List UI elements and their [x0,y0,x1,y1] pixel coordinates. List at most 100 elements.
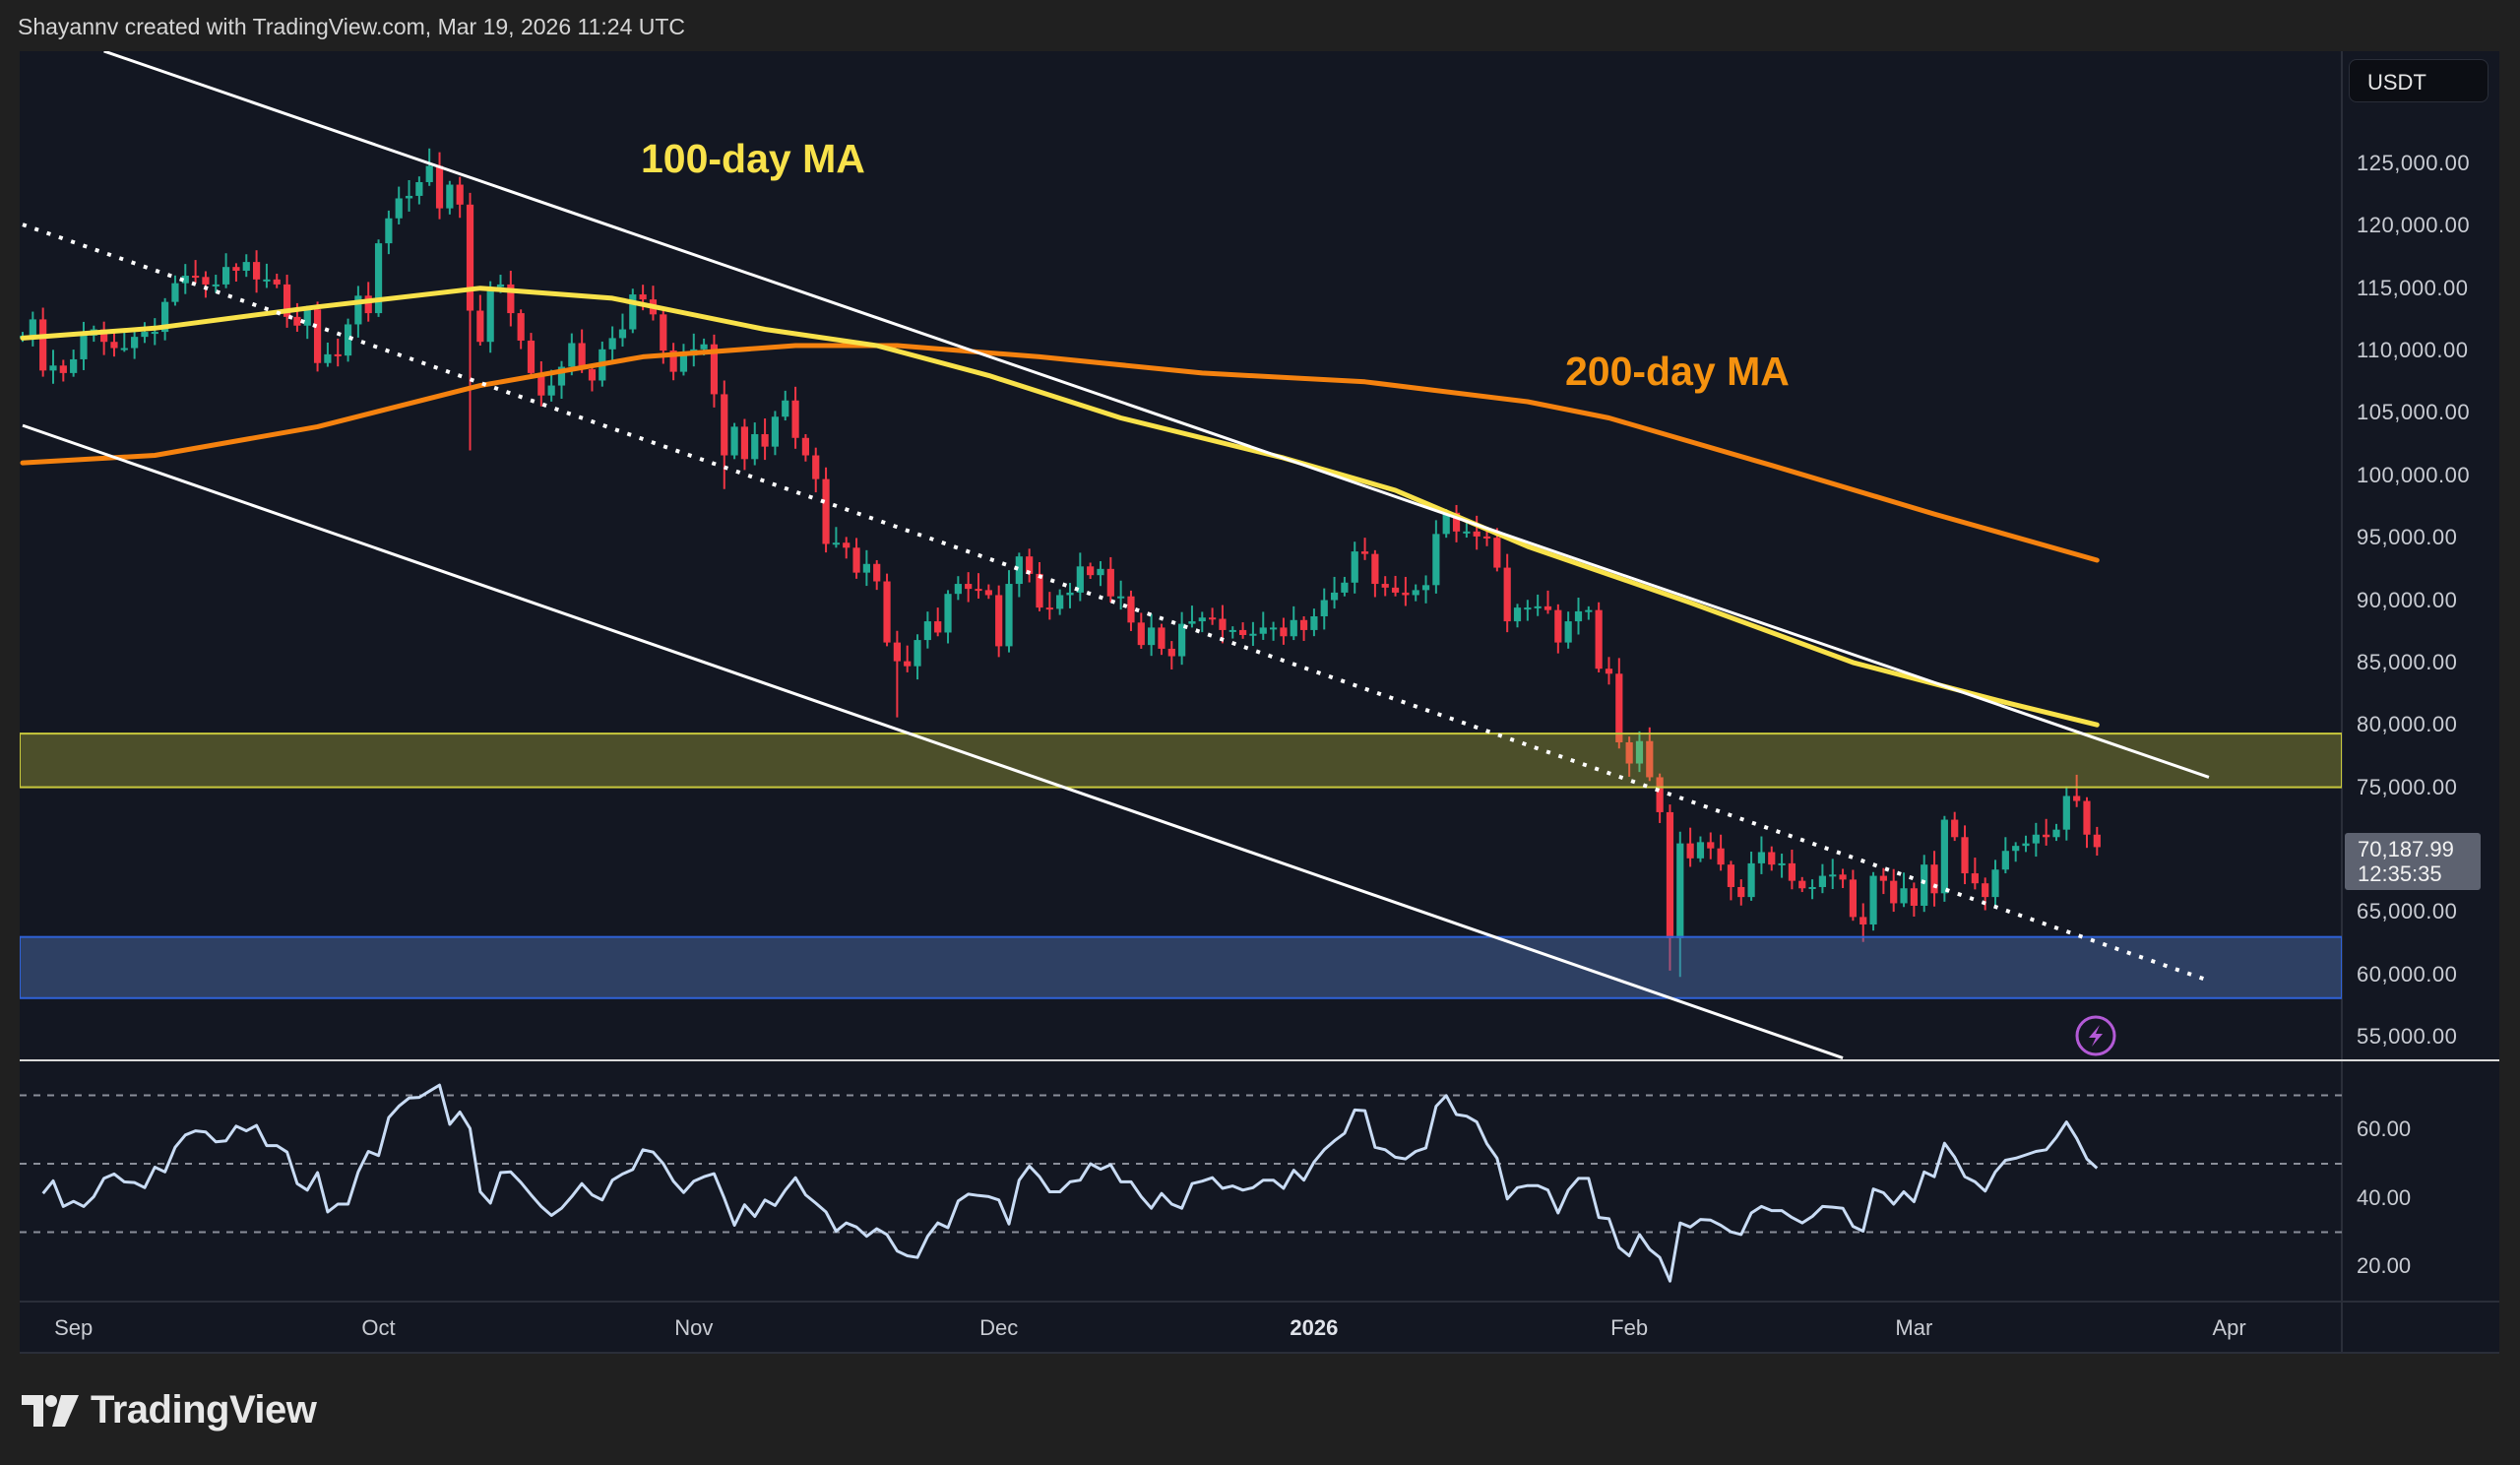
candle-body [161,301,169,333]
candle-body [527,340,536,373]
rsi-tick: 20.00 [2357,1253,2412,1279]
price-tick: 95,000.00 [2357,525,2458,550]
candle-body [730,426,738,456]
candle-body [273,279,281,285]
candle-body [59,365,67,373]
candle-body [2083,800,2091,835]
channel-lower-line [22,423,1844,1059]
candle-body [1818,875,1827,887]
candle-body [944,594,952,633]
candle-body [1381,584,1389,588]
rsi-pane[interactable] [20,1083,2342,1283]
candle-body [1137,622,1145,646]
candle-body [761,433,769,447]
candle-body [679,355,688,372]
candle-body [202,277,210,285]
candle-body [334,353,342,356]
candle-body [1839,874,1847,880]
candle-body [1605,669,1613,674]
candle-body [1849,879,1857,918]
candle-body [954,584,962,595]
chart-frame [20,51,2499,1353]
candle-body [1921,864,1928,906]
candle-body [80,335,88,359]
candle-body [1188,621,1196,624]
price-axis-panel[interactable] [2342,51,2499,1353]
candle-body [466,204,474,311]
main-pane[interactable] [19,51,2342,1059]
candle-body [721,394,728,456]
candle-body [1391,587,1400,593]
ma200-label: 200-day MA [1565,349,1790,394]
candle-body [476,310,484,343]
candle-body [1015,556,1023,585]
candle-body [1859,917,1867,924]
candle-body [751,433,759,460]
candle-body [1106,568,1114,597]
lightning-icon[interactable] [2075,1015,2116,1056]
candle-body [2093,834,2101,848]
candle-body [568,343,576,367]
candle-body [1930,864,1938,894]
candle-body [537,372,545,396]
candle-body [1646,740,1654,778]
currency-selector[interactable]: USDT [2349,59,2488,102]
candle-body [2043,834,2050,838]
candle-body [456,184,464,205]
candle-body [1209,617,1217,620]
candle-body [852,547,860,573]
last-price-value: 70,187.99 [2358,837,2454,861]
candle-body [2032,834,2040,844]
time-tick: Feb [1610,1315,1649,1340]
chart-attribution: Shayannv created with TradingView.com, M… [18,14,686,39]
candle-body [1574,610,1583,622]
candle-body [1635,740,1644,764]
candle-body [1076,566,1084,593]
candle-body [1452,512,1461,532]
candle-body [1982,883,1989,898]
candle-body [344,324,352,356]
candle-body [293,316,301,326]
price-tick: 75,000.00 [2357,774,2458,799]
price-tick: 110,000.00 [2357,338,2469,363]
candle-body [1432,534,1440,586]
candle-body [1879,875,1887,881]
candle-body [914,640,921,667]
tradingview-logo-icon [22,1394,79,1427]
candle-body [1045,607,1053,610]
candle-body [1442,512,1450,535]
candle-body [1310,615,1318,630]
candle-body [1005,584,1013,647]
candle-body [1463,531,1471,534]
candle-body [1473,531,1480,537]
candle-body [660,314,667,351]
candle-body [1564,621,1572,643]
candle-body [171,283,179,302]
candle-body [100,329,108,343]
candle-body [547,385,555,396]
ma100-line [20,286,2100,728]
candle-body [1829,874,1837,877]
candle-body [446,184,454,209]
candle-body [1778,862,1786,865]
candle-body [1482,536,1491,539]
price-tick: 90,000.00 [2357,587,2458,612]
tradingview-logo-text: TradingView [91,1388,317,1432]
candle-body [1585,609,1593,612]
rsi-line [41,1083,2099,1283]
candle-body [822,478,830,544]
candle-body [1544,605,1552,610]
candle-body [1951,819,1959,838]
candle-body [29,319,36,336]
candle-body [975,589,982,592]
candle-body [374,243,383,314]
candle-body [995,595,1003,647]
candle-body [354,295,362,325]
candle-body [883,581,891,643]
candle-body [1066,592,1074,596]
candle-body [1971,873,1979,884]
candle-body [1900,888,1908,904]
candle-body [39,319,47,371]
candle-body [629,294,637,330]
